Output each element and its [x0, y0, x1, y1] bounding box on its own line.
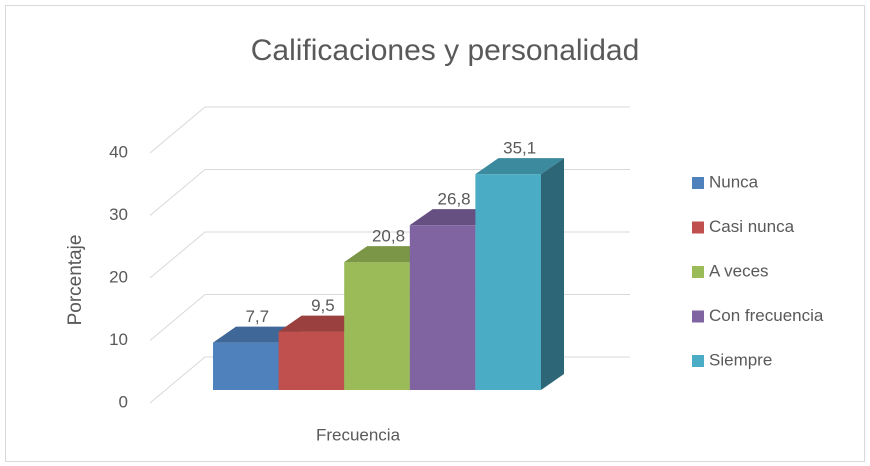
y-tick-label: 30: [109, 205, 128, 224]
x-tick-label: Frecuencia: [316, 425, 401, 444]
value-label: 20,8: [372, 227, 405, 246]
bar: [213, 342, 279, 390]
bar: [278, 331, 345, 390]
legend-label: Nunca: [709, 172, 759, 191]
legend-swatch: [692, 266, 704, 278]
chart-title: Calificaciones y personalidad: [251, 34, 640, 67]
y-tick-label: 20: [109, 267, 128, 286]
legend-swatch: [692, 355, 704, 367]
value-label: 26,8: [438, 190, 471, 209]
legend-swatch: [692, 310, 704, 323]
value-label: 35,1: [503, 139, 536, 158]
bar-side: [541, 158, 564, 390]
y-tick-label: 10: [109, 330, 128, 349]
legend-label: Casi nunca: [709, 217, 795, 236]
bar: [409, 225, 476, 390]
value-label: 9,5: [311, 296, 335, 315]
bar-top: [475, 158, 564, 175]
legend-swatch: [692, 221, 704, 234]
y-tick-label: 40: [109, 142, 128, 161]
value-label: 7,7: [245, 307, 269, 326]
y-tick-label: 0: [119, 392, 128, 411]
legend-label: Siempre: [709, 350, 772, 369]
y-axis-title: Porcentaje: [65, 235, 86, 326]
bar: [475, 174, 541, 390]
grid-line: [149, 106, 630, 154]
legend-label: Con frecuencia: [709, 306, 824, 325]
legend-label: A veces: [709, 261, 769, 280]
bar: [344, 262, 410, 390]
legend-swatch: [692, 177, 704, 189]
